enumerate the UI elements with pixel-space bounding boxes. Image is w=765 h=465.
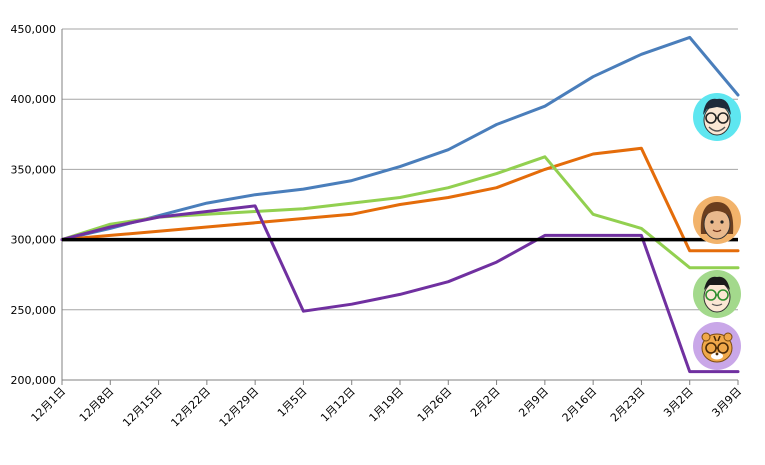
x-tick-label: 3月2日: [661, 385, 696, 420]
x-tick-label: 3月9日: [709, 385, 744, 420]
series-lines: [60, 35, 740, 374]
y-tick-label: 300,000: [11, 234, 57, 247]
x-tick-label: 12月29日: [217, 385, 262, 430]
man-green-glasses-icon: [693, 270, 741, 318]
x-tick-label: 2月2日: [468, 385, 503, 420]
series-line: [60, 155, 740, 270]
x-tick-label: 2月16日: [560, 385, 600, 425]
woman-brown-hair-icon: [693, 196, 741, 244]
x-tick-label: 1月5日: [275, 385, 310, 420]
x-tick-label: 12月22日: [168, 385, 213, 430]
y-tick-labels: 200,000 250,000 300,000 350,000 400,000 450,0…: [11, 23, 57, 387]
series-line: [60, 35, 740, 242]
legend-avatars: [693, 93, 741, 370]
x-tick-label: 1月19日: [367, 385, 407, 425]
y-tick-label: 450,000: [11, 23, 57, 36]
x-tick-label: 2月9日: [516, 385, 551, 420]
x-tick-label: 1月12日: [318, 385, 358, 425]
tiger-icon: [693, 322, 741, 370]
man-glasses-dark-hair-icon: [693, 93, 741, 141]
y-tick-label: 350,000: [11, 163, 57, 176]
x-tick-label: 2月23日: [608, 385, 648, 425]
series-line: [60, 204, 740, 374]
x-tick-labels: 12月1日 12月8日 12月15日 12月22日 12月29日 1月5日 1月12日 1月1…: [29, 380, 744, 430]
x-tick-label: 12月15日: [120, 385, 165, 430]
x-tick-label: 12月1日: [29, 385, 69, 425]
y-tick-label: 200,000: [11, 374, 57, 387]
x-tick-label: 1月26日: [415, 385, 455, 425]
series-line: [60, 146, 740, 253]
y-tick-label: 400,000: [11, 93, 57, 106]
gridlines: [62, 28, 738, 311]
x-tick-label: 12月8日: [77, 385, 117, 425]
y-tick-label: 250,000: [11, 304, 57, 317]
